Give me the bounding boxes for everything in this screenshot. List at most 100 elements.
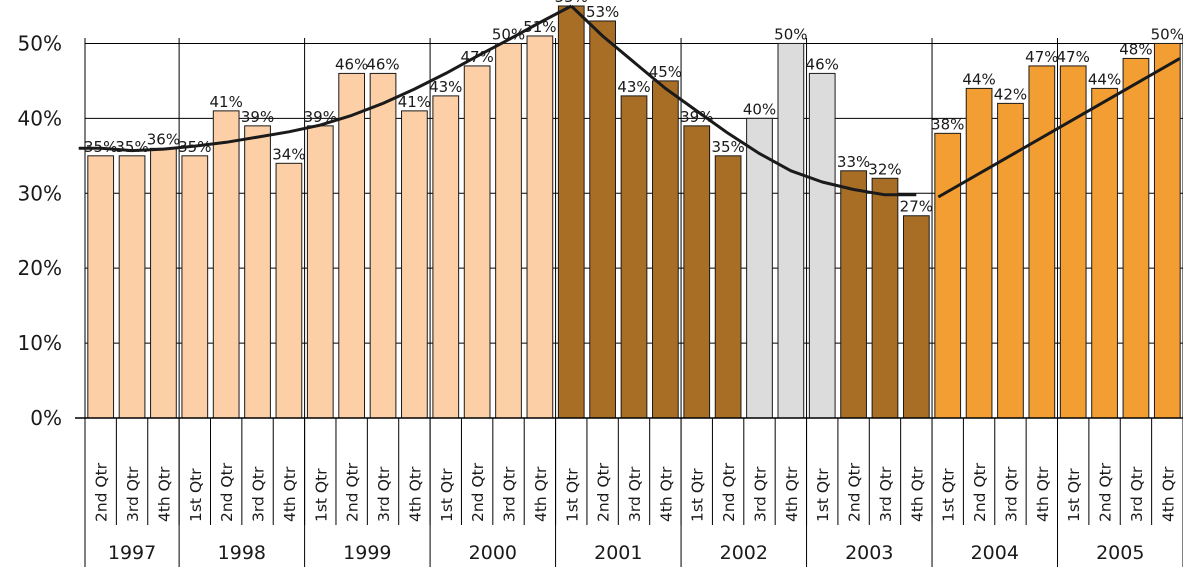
quarter-label: 3rd Qtr xyxy=(501,466,519,522)
bar xyxy=(965,87,993,419)
year-label: 1998 xyxy=(218,542,266,564)
data-label: 43% xyxy=(429,78,462,96)
data-label: 51% xyxy=(523,18,556,36)
y-tick-label: 20% xyxy=(18,256,62,280)
bar xyxy=(1091,87,1118,419)
bar xyxy=(338,72,366,419)
quarter-label: 2nd Qtr xyxy=(93,462,111,522)
quarter-label: 3rd Qtr xyxy=(626,466,644,522)
data-label: 47% xyxy=(460,48,493,66)
quarter-label: 2nd Qtr xyxy=(218,462,236,522)
data-label: 41% xyxy=(209,93,242,111)
bar xyxy=(1059,65,1087,419)
data-label: 43% xyxy=(617,78,650,96)
bar xyxy=(934,132,962,419)
bar xyxy=(306,125,334,419)
bar xyxy=(1028,65,1056,419)
bar xyxy=(840,170,867,419)
quarter-label: 1st Qtr xyxy=(689,468,707,522)
trendlines xyxy=(78,4,1181,199)
quarter-label: 4th Qtr xyxy=(406,466,424,522)
quarter-label: 3rd Qtr xyxy=(250,466,268,522)
quarter-label: 4th Qtr xyxy=(657,466,675,522)
quarter-label: 4th Qtr xyxy=(281,466,299,522)
year-label: 2000 xyxy=(469,542,517,564)
quarter-label: 3rd Qtr xyxy=(375,466,393,522)
quarter-label: 4th Qtr xyxy=(783,466,801,522)
data-label: 44% xyxy=(1088,70,1121,88)
data-label: 50% xyxy=(1151,25,1183,43)
bar xyxy=(244,125,271,419)
quarter-label: 2nd Qtr xyxy=(469,462,487,522)
data-label: 46% xyxy=(806,55,839,73)
data-label: 39% xyxy=(241,108,274,126)
year-label: 2002 xyxy=(720,542,768,564)
bar xyxy=(557,5,585,419)
bar xyxy=(620,95,648,419)
data-label: 27% xyxy=(900,198,933,216)
data-label: 36% xyxy=(147,130,180,148)
data-label: 46% xyxy=(366,55,399,73)
bar xyxy=(495,42,522,419)
quarter-label: 2nd Qtr xyxy=(971,462,989,522)
y-axis-tick-labels: 0% 10% 20% 30% 40% 50% xyxy=(18,31,62,430)
data-label: 47% xyxy=(1025,48,1058,66)
quarter-label: 3rd Qtr xyxy=(877,466,895,522)
x-axis: 2nd Qtr 3rd Qtr 4th Qtr 1st Qtr 2nd Qtr 3rd Q… xyxy=(75,417,1183,564)
data-label: 38% xyxy=(931,115,964,133)
data-label: 53% xyxy=(586,3,619,21)
bar xyxy=(589,20,616,419)
bar xyxy=(902,215,930,419)
data-label: 50% xyxy=(492,25,525,43)
trendline xyxy=(937,57,1181,199)
data-label: 39% xyxy=(680,108,713,126)
data-label: 45% xyxy=(649,63,682,81)
bar xyxy=(87,155,115,419)
quarter-label: 1st Qtr xyxy=(814,468,832,522)
y-tick-label: 10% xyxy=(18,331,62,355)
quarter-label: 2nd Qtr xyxy=(846,462,864,522)
quarter-label: 1st Qtr xyxy=(312,468,330,522)
y-tick-label: 40% xyxy=(18,106,62,130)
bar xyxy=(401,110,428,419)
bar xyxy=(432,95,460,419)
bar xyxy=(1153,42,1181,419)
data-label: 32% xyxy=(868,160,901,178)
year-label: 2004 xyxy=(971,542,1019,564)
quarter-label: 1st Qtr xyxy=(187,468,205,522)
quarter-label: 4th Qtr xyxy=(1159,466,1177,522)
quarter-label: 3rd Qtr xyxy=(751,466,769,522)
data-label: 39% xyxy=(304,108,337,126)
year-label: 2005 xyxy=(1096,542,1144,564)
quarter-label: 4th Qtr xyxy=(532,466,550,522)
data-label: 42% xyxy=(994,85,1027,103)
data-label: 46% xyxy=(335,55,368,73)
data-label: 33% xyxy=(837,153,870,171)
data-label: 44% xyxy=(962,70,995,88)
quarter-label: 4th Qtr xyxy=(1034,466,1052,522)
quarter-label: 2nd Qtr xyxy=(720,462,738,522)
data-label: 35% xyxy=(115,138,148,156)
bar xyxy=(871,177,899,419)
data-label: 40% xyxy=(743,100,776,118)
year-label: 2003 xyxy=(845,542,893,564)
bar xyxy=(275,162,303,419)
bar xyxy=(118,155,146,419)
bar xyxy=(808,72,836,419)
year-label: 1997 xyxy=(108,542,156,564)
quarter-label: 1st Qtr xyxy=(438,468,456,522)
y-tick-label: 50% xyxy=(18,31,62,55)
year-label: 2001 xyxy=(594,542,642,564)
bar xyxy=(212,110,240,419)
bar xyxy=(777,42,805,419)
y-tick-label: 30% xyxy=(18,181,62,205)
quarter-label: 4th Qtr xyxy=(155,466,173,522)
bar xyxy=(1122,57,1150,419)
bar xyxy=(463,65,491,419)
data-label: 48% xyxy=(1119,40,1152,58)
data-labels: 35%35%36%35%41%39%34%39%46%46%41%43%47%5… xyxy=(84,0,1183,216)
quarter-label: 2nd Qtr xyxy=(344,462,362,522)
data-label: 47% xyxy=(1057,48,1090,66)
quarter-label: 3rd Qtr xyxy=(124,466,142,522)
